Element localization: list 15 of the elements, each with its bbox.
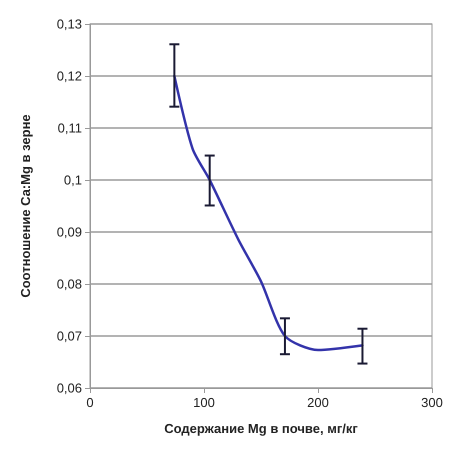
line-series xyxy=(173,74,364,352)
x-tick-label: 300 xyxy=(421,395,443,410)
y-tick-label: 0,07 xyxy=(56,328,82,344)
y-tick-label: 0,08 xyxy=(56,276,82,292)
y-tick-label: 0,09 xyxy=(56,224,82,240)
x-tick-label: 200 xyxy=(307,395,329,410)
x-axis-title: Содержание Mg в почве, мг/кг xyxy=(164,421,358,436)
x-tick-label: 0 xyxy=(86,395,94,410)
y-tick-label: 0,06 xyxy=(56,380,82,396)
y-tick-label: 0,11 xyxy=(58,120,82,136)
y-tick-label: 0,13 xyxy=(56,16,82,32)
y-tick-label: 0,1 xyxy=(64,172,82,188)
x-tick-label: 100 xyxy=(193,395,215,410)
y-tick-label: 0,12 xyxy=(56,68,82,84)
y-axis-title: Соотношение Ca:Mg в зерне xyxy=(18,114,33,298)
